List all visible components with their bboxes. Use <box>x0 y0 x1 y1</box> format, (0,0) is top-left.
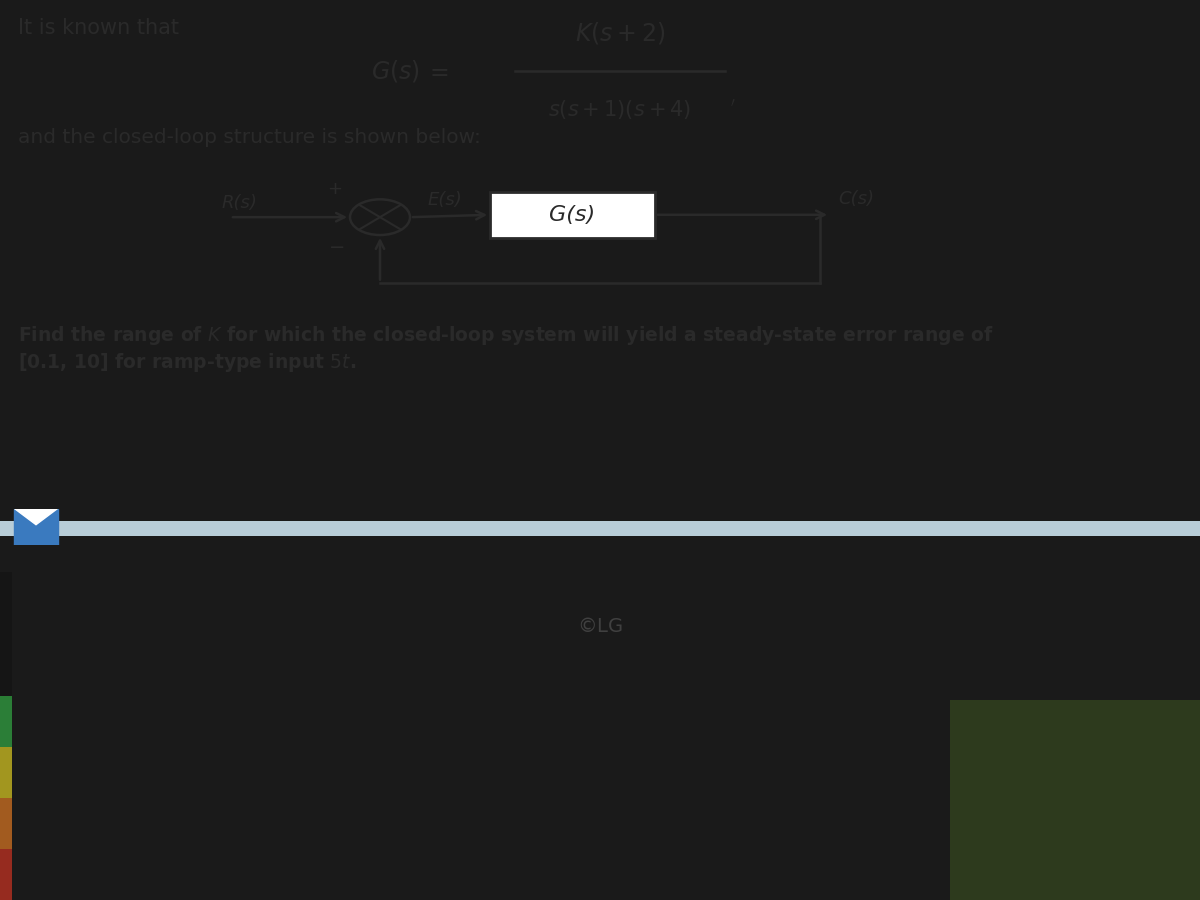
Text: $=$: $=$ <box>425 59 449 84</box>
Text: −: − <box>329 238 346 257</box>
Polygon shape <box>14 508 58 544</box>
Bar <box>0 572 12 699</box>
Bar <box>950 699 1200 900</box>
Text: It is known that: It is known that <box>18 18 179 38</box>
Text: Find the range of $\mathit{K}$ for which the closed-loop system will yield a ste: Find the range of $\mathit{K}$ for which… <box>18 324 994 347</box>
Text: [0.1, 10] for ramp-type input $5t$.: [0.1, 10] for ramp-type input $5t$. <box>18 351 356 374</box>
Text: $K(s+2)$: $K(s+2)$ <box>575 21 665 47</box>
Bar <box>0 798 12 849</box>
Text: $'$: $'$ <box>730 97 736 117</box>
Text: R(s): R(s) <box>222 194 258 212</box>
Text: $G(s)$: $G(s)$ <box>371 58 420 85</box>
Text: C(s): C(s) <box>838 190 874 208</box>
Text: +: + <box>326 180 342 198</box>
FancyBboxPatch shape <box>490 192 655 238</box>
Text: $s(s+1)(s+4)$: $s(s+1)(s+4)$ <box>548 97 691 121</box>
Text: $\copyright$LG: $\copyright$LG <box>577 617 623 636</box>
Polygon shape <box>14 508 58 525</box>
Text: E(s): E(s) <box>427 192 462 210</box>
Bar <box>0 849 12 900</box>
Bar <box>520 699 680 900</box>
Bar <box>0 696 12 747</box>
Bar <box>0 747 12 798</box>
Bar <box>0 520 1200 536</box>
Text: and the closed-loop structure is shown below:: and the closed-loop structure is shown b… <box>18 128 481 147</box>
Text: G(s): G(s) <box>550 205 595 225</box>
